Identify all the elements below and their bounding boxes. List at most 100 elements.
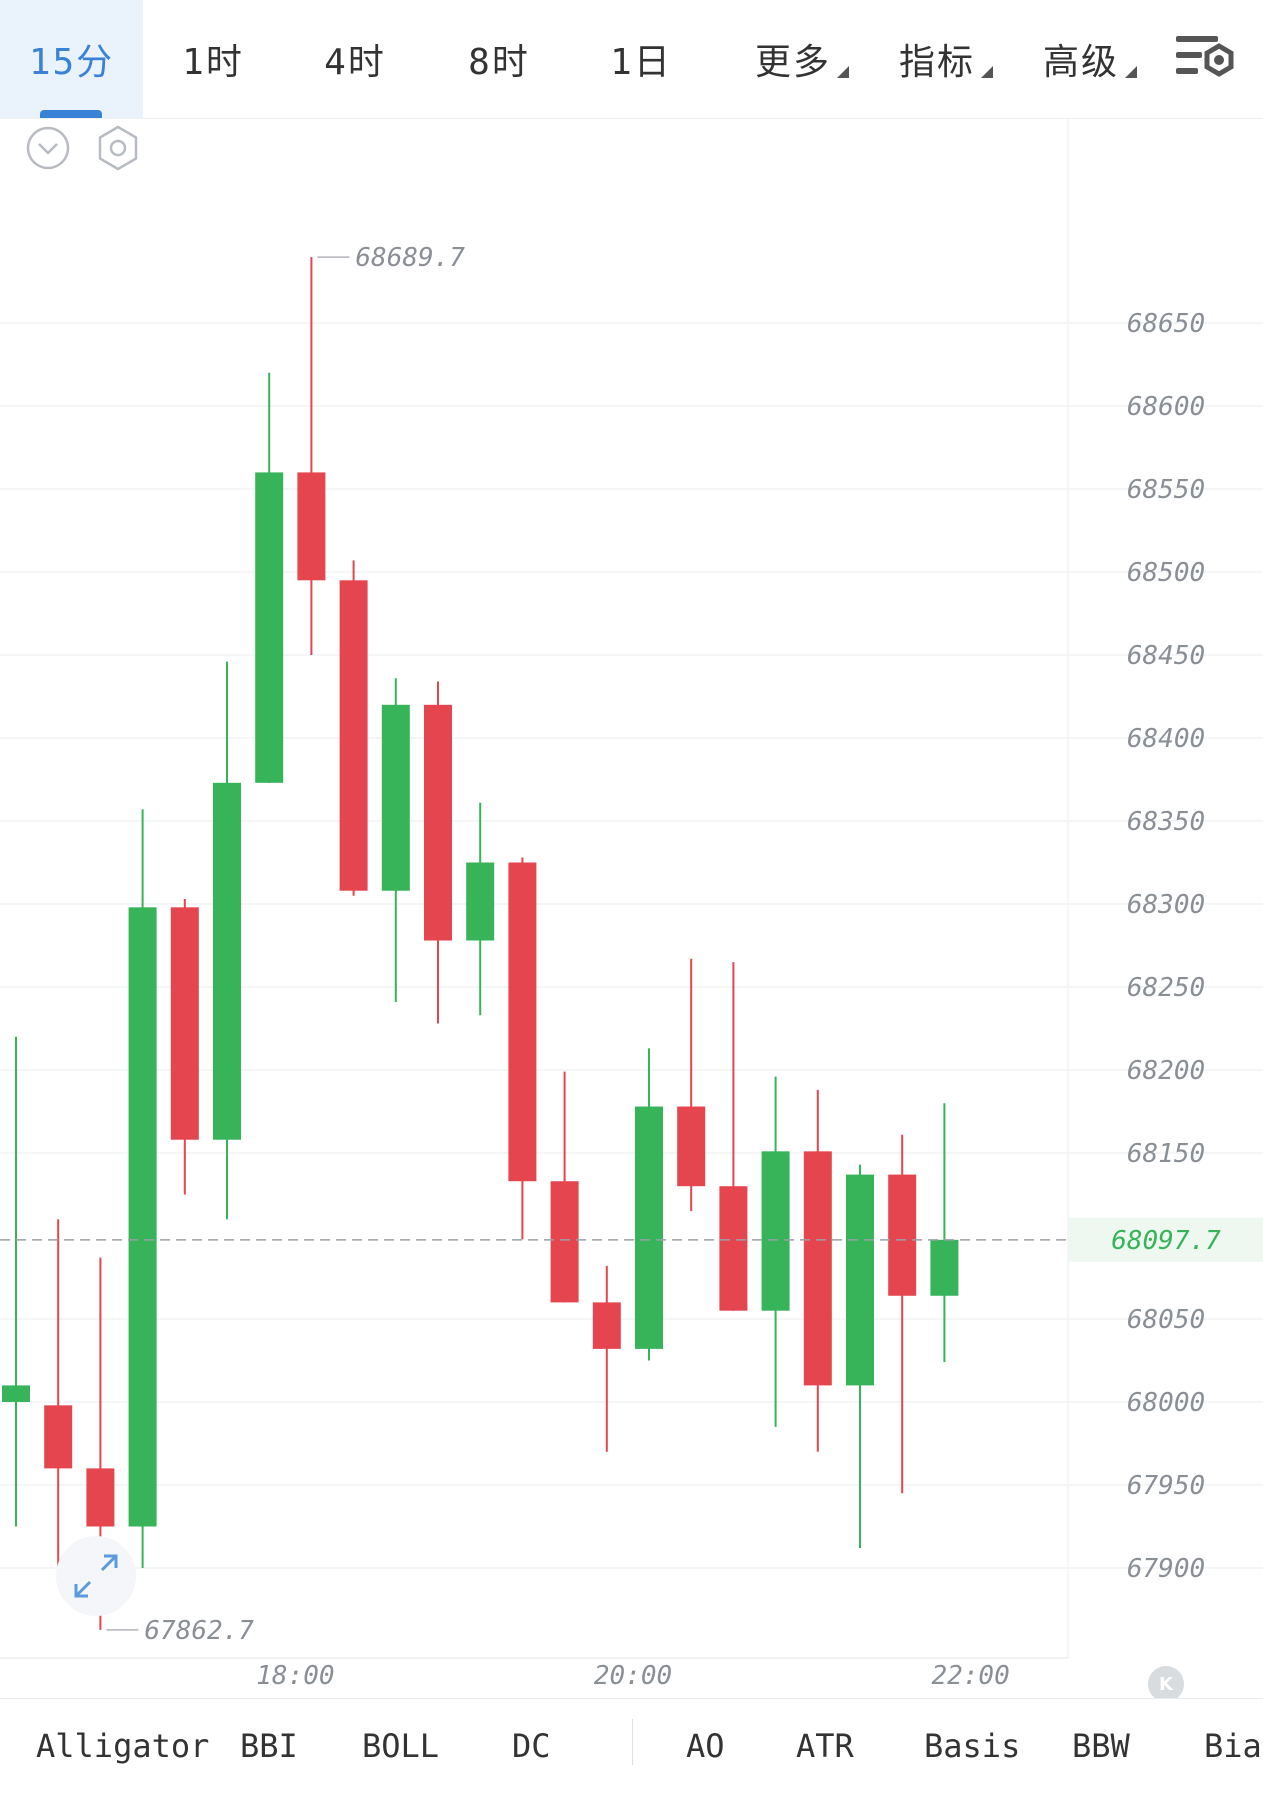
- candle: [592, 1265, 621, 1452]
- tab-1d[interactable]: 1日: [610, 42, 672, 83]
- price-markers: 68689.7 67862.7 68097.7: [0, 243, 1263, 1646]
- candle: [803, 1089, 832, 1452]
- indicator-bbi[interactable]: BBI: [240, 1727, 298, 1765]
- low-price-label: 67862.7: [144, 1616, 254, 1646]
- dropdown-caret-icon: [837, 66, 849, 78]
- candle-body: [466, 862, 495, 941]
- candles: [2, 257, 959, 1630]
- y-tick-label: 68000: [1127, 1388, 1205, 1418]
- price-axis: 68650 68600 68550 68500 68450 68400 68350 68300…: [1127, 309, 1205, 1584]
- candle: [424, 681, 452, 1024]
- indicator-dc[interactable]: DC: [512, 1727, 551, 1765]
- candle-body: [761, 1151, 790, 1311]
- candle: [888, 1134, 917, 1494]
- divider: [632, 1719, 633, 1765]
- indicator-ao[interactable]: AO: [686, 1727, 725, 1765]
- candle-body: [339, 580, 368, 891]
- y-tick-label: 67900: [1127, 1554, 1205, 1584]
- candle: [846, 1164, 874, 1549]
- candle: [297, 257, 326, 655]
- candle-body: [550, 1181, 579, 1303]
- candlestick-chart[interactable]: 68650 68600 68550 68500 68450 68400 68350 68300…: [0, 118, 1263, 1698]
- candle: [255, 372, 284, 783]
- candle-body: [508, 862, 537, 1182]
- tab-4h[interactable]: 4时: [324, 42, 386, 83]
- candle-body: [86, 1468, 115, 1527]
- scroll-to-latest-icon: K: [1159, 1673, 1173, 1695]
- candle-body: [592, 1302, 621, 1349]
- candle-body: [255, 472, 284, 783]
- x-tick-label: 20:00: [594, 1661, 672, 1691]
- candle-body: [803, 1151, 832, 1386]
- y-tick-label: 68500: [1127, 558, 1205, 588]
- indicator-basis[interactable]: Basis: [924, 1727, 1021, 1765]
- y-tick-label: 68450: [1127, 641, 1205, 671]
- indicator-bar: Alligator BBI BOLL DC AO ATR Basis BBW B…: [0, 1698, 1263, 1793]
- high-price-label: 68689.7: [355, 243, 465, 273]
- candle: [381, 678, 410, 1002]
- dropdown-caret-icon: [981, 66, 993, 78]
- y-tick-label: 68300: [1127, 890, 1205, 920]
- y-tick-label: 68050: [1127, 1305, 1205, 1335]
- candle: [213, 661, 241, 1220]
- y-tick-label: 68250: [1127, 973, 1205, 1003]
- y-tick-label: 68600: [1127, 392, 1205, 422]
- candle-body: [381, 704, 410, 891]
- candle: [761, 1076, 790, 1427]
- dropdown-caret-icon: [1125, 66, 1137, 78]
- candle: [466, 802, 495, 1016]
- candle: [170, 899, 199, 1195]
- scroll-to-latest-button[interactable]: K: [1148, 1666, 1184, 1702]
- indicator-bias[interactable]: Bias: [1204, 1727, 1263, 1765]
- candle: [719, 962, 748, 1311]
- x-tick-label: 18:00: [256, 1661, 334, 1691]
- tab-15min[interactable]: 15分: [0, 0, 143, 118]
- expand-button[interactable]: [56, 1536, 136, 1616]
- candle: [508, 857, 537, 1240]
- candle: [44, 1219, 73, 1585]
- indicator-atr[interactable]: ATR: [796, 1727, 854, 1765]
- candle-body: [888, 1174, 917, 1296]
- candle-body: [930, 1239, 959, 1296]
- candle-body: [719, 1186, 748, 1311]
- indicator-bbw[interactable]: BBW: [1072, 1727, 1130, 1765]
- menu-indicators[interactable]: 指标: [886, 0, 1006, 118]
- candle: [128, 809, 157, 1568]
- candle: [2, 1036, 30, 1527]
- indicator-alligator[interactable]: Alligator: [36, 1727, 210, 1765]
- candle-body: [846, 1174, 874, 1386]
- y-tick-label: 68350: [1127, 807, 1205, 837]
- candle-body: [635, 1106, 663, 1349]
- current-price-label: 68097.7: [1111, 1226, 1221, 1256]
- candle-body: [424, 704, 452, 941]
- chevron-down-circle-icon[interactable]: [24, 124, 72, 172]
- candle: [930, 1103, 959, 1363]
- indicator-boll[interactable]: BOLL: [362, 1727, 440, 1765]
- candle-body: [213, 782, 241, 1140]
- tab-1h[interactable]: 1时: [182, 42, 244, 83]
- menu-indicators-label: 指标: [898, 42, 975, 83]
- menu-more[interactable]: 更多: [742, 0, 862, 118]
- candle: [550, 1071, 579, 1303]
- candle: [339, 560, 368, 896]
- gridlines: [0, 118, 1263, 1659]
- y-tick-label: 68550: [1127, 475, 1205, 505]
- chart-settings-icon[interactable]: [1172, 32, 1236, 86]
- candle-body: [677, 1106, 706, 1187]
- candle-body: [128, 907, 157, 1527]
- y-tick-label: 68150: [1127, 1139, 1205, 1169]
- y-tick-label: 68400: [1127, 724, 1205, 754]
- tab-8h[interactable]: 8时: [468, 42, 530, 83]
- current-price-badge: [1068, 1217, 1263, 1262]
- hexagon-gear-icon[interactable]: [94, 124, 142, 172]
- x-tick-label: 22:00: [931, 1661, 1009, 1691]
- y-tick-label: 68200: [1127, 1056, 1205, 1086]
- candle: [677, 958, 706, 1212]
- candle-body: [2, 1385, 30, 1402]
- menu-advanced[interactable]: 高级: [1030, 0, 1150, 118]
- menu-advanced-label: 高级: [1042, 42, 1119, 83]
- y-tick-label: 68650: [1127, 309, 1205, 339]
- y-tick-label: 67950: [1127, 1471, 1205, 1501]
- active-tab-indicator: [40, 110, 102, 118]
- candle-body: [170, 907, 199, 1140]
